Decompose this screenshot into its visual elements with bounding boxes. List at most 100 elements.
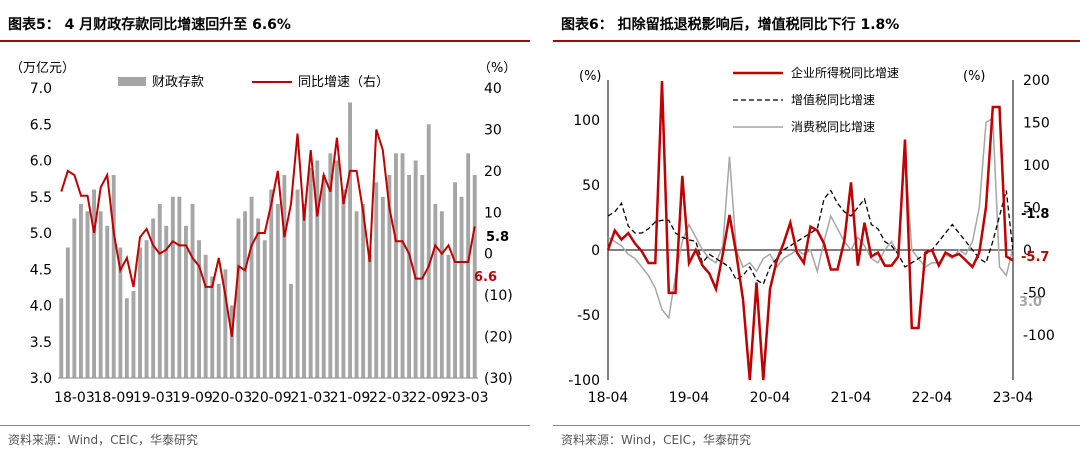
x-tick: 20-03 xyxy=(212,390,253,406)
x-tick: 23-03 xyxy=(448,390,489,406)
y-right-tick: 20 xyxy=(484,164,502,180)
y-right-tick: 200 xyxy=(1023,73,1050,89)
bar-21-06 xyxy=(328,153,333,378)
bar-23-02 xyxy=(459,196,464,379)
legend-corp-label: 企业所得税同比增速 xyxy=(791,65,899,80)
bar-19-12 xyxy=(210,276,215,378)
y-left-tick: 4.5 xyxy=(30,262,52,278)
y-right-tick: 50 xyxy=(1023,201,1041,217)
y-right-tick: 150 xyxy=(1023,116,1050,132)
bar-20-09 xyxy=(269,189,274,378)
y-left-tick: 3.0 xyxy=(30,371,52,387)
bar-18-12 xyxy=(131,291,136,378)
bar-19-03 xyxy=(151,218,156,378)
bar-20-05 xyxy=(243,211,247,379)
bar-19-08 xyxy=(184,225,188,378)
bar-21-02 xyxy=(302,204,306,378)
x-tick: 18-03 xyxy=(54,390,95,406)
right-chart-svg: -100 -50 0 50 100 -100 -50 0 50 100 150 200 18-04 1… xyxy=(568,65,1055,406)
x-tick: 21-03 xyxy=(290,390,331,406)
y-right-tick: -50 xyxy=(1023,286,1046,302)
y-right-tick: (20) xyxy=(484,330,513,346)
x-tick: 23-04 xyxy=(993,390,1034,406)
vat-line xyxy=(607,189,1014,285)
end-label-cons: 3.0 xyxy=(1019,295,1042,310)
bar-19-01 xyxy=(138,247,142,378)
bar-22-07 xyxy=(413,160,418,378)
bar-21-05 xyxy=(321,175,326,378)
x-tick: 19-09 xyxy=(172,390,213,406)
bar-18-04 xyxy=(79,204,83,378)
corporate-tax-line xyxy=(606,80,1014,381)
y-left-tick: -50 xyxy=(577,308,600,324)
bar-18-02 xyxy=(65,247,70,378)
x-tick: 18-09 xyxy=(93,390,134,406)
y-right-tick: 30 xyxy=(484,122,502,138)
bar-19-05 xyxy=(164,225,169,378)
y-left-tick: 3.5 xyxy=(30,335,52,351)
x-tick: 20-04 xyxy=(750,390,791,406)
bar-18-09 xyxy=(111,175,116,378)
legend-bar-label: 财政存款 xyxy=(152,75,204,90)
y-right-tick: 100 xyxy=(1023,158,1050,174)
x-tick: 21-04 xyxy=(831,390,872,406)
bar-22-02 xyxy=(380,196,385,379)
bar-20-04 xyxy=(236,218,241,378)
title-rule xyxy=(0,40,530,42)
bar-21-03 xyxy=(308,167,313,378)
y-left-tick: 100 xyxy=(573,113,600,129)
chart-panel-right: 图表6： 扣除留抵退税影响后，增值税同比下行 1.8% -100 -50 0 50 10… xyxy=(553,0,1080,454)
bar-20-03 xyxy=(229,305,234,378)
y-right-tick: 10 xyxy=(484,205,502,221)
bar-18-08 xyxy=(105,225,110,378)
source-note: 资料来源：Wind，CEIC，华泰研究 xyxy=(8,433,199,447)
y-right-tick: -100 xyxy=(1023,328,1055,344)
bar-23-04 xyxy=(472,175,477,378)
legend-vat-label: 增值税同比增速 xyxy=(791,92,875,107)
bar-18-05 xyxy=(85,211,90,379)
bar-22-04 xyxy=(394,153,398,378)
y-left-tick: 4.0 xyxy=(30,299,52,315)
bar-21-01 xyxy=(295,189,300,378)
bar-19-11 xyxy=(203,254,208,379)
bar-22-10 xyxy=(433,204,438,378)
bar-20-07 xyxy=(256,218,261,378)
bar-19-09 xyxy=(190,204,195,378)
source-note: 资料来源：Wind，CEIC，华泰研究 xyxy=(561,433,752,447)
x-tick: 22-04 xyxy=(912,390,953,406)
end-label-bar: 5.8 xyxy=(486,230,509,245)
bar-19-06 xyxy=(170,196,175,379)
y-left-tick: 6.5 xyxy=(30,117,52,133)
bar-21-11 xyxy=(361,204,366,378)
legend-line-label: 同比增速（右） xyxy=(298,75,389,90)
bar-22-03 xyxy=(387,175,392,378)
bar-22-11 xyxy=(439,211,444,379)
bar-21-08 xyxy=(341,189,346,378)
legend-cons-label: 消费税同比增速 xyxy=(791,120,875,134)
chart-title: 图表6： 扣除留抵退税影响后，增值税同比下行 1.8% xyxy=(561,17,900,33)
y-left-tick: 5.5 xyxy=(30,190,52,206)
end-label-growth: 6.6 xyxy=(474,270,497,285)
y-right-unit: (%) xyxy=(963,69,986,84)
bar-22-01 xyxy=(374,182,379,379)
y-left-tick: 6.0 xyxy=(30,154,52,170)
bar-21-04 xyxy=(315,160,320,378)
y-right-tick: (10) xyxy=(484,288,513,304)
bar-22-05 xyxy=(400,153,405,378)
title-rule xyxy=(553,40,1080,42)
bar-21-12 xyxy=(367,254,372,379)
bar-19-04 xyxy=(157,204,162,378)
bar-19-10 xyxy=(197,240,201,378)
bar-20-06 xyxy=(249,196,254,379)
end-label-corp: -5.7 xyxy=(1021,250,1049,265)
bar-20-11 xyxy=(282,175,287,378)
chart-panel-left: 图表5： 4 月财政存款同比增速回升至 6.6% 3.0 3.5 4.0 4.5 5.0… xyxy=(0,0,530,454)
bar-20-10 xyxy=(275,204,280,378)
x-tick: 20-09 xyxy=(251,390,292,406)
y-left-unit: (%) xyxy=(579,69,602,84)
x-tick: 19-03 xyxy=(133,390,174,406)
bar-22-12 xyxy=(446,254,451,379)
bar-18-01 xyxy=(59,298,64,379)
bar-18-06 xyxy=(92,189,96,378)
end-label-vat: -1.8 xyxy=(1021,207,1049,222)
